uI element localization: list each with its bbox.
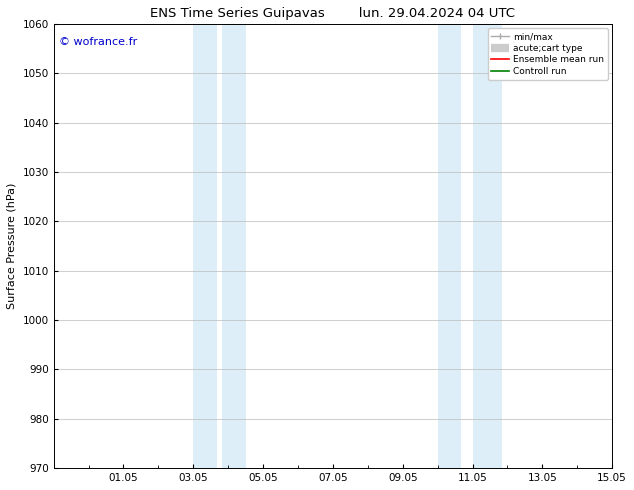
Title: ENS Time Series Guipavas        lun. 29.04.2024 04 UTC: ENS Time Series Guipavas lun. 29.04.2024… bbox=[150, 7, 515, 20]
Text: © wofrance.fr: © wofrance.fr bbox=[59, 37, 138, 47]
Bar bbox=[437, 24, 461, 468]
Bar bbox=[223, 24, 245, 468]
Y-axis label: Surface Pressure (hPa): Surface Pressure (hPa) bbox=[7, 183, 17, 309]
Bar bbox=[193, 24, 217, 468]
Bar bbox=[472, 24, 501, 468]
Legend: min/max, acute;cart type, Ensemble mean run, Controll run: min/max, acute;cart type, Ensemble mean … bbox=[488, 28, 607, 80]
